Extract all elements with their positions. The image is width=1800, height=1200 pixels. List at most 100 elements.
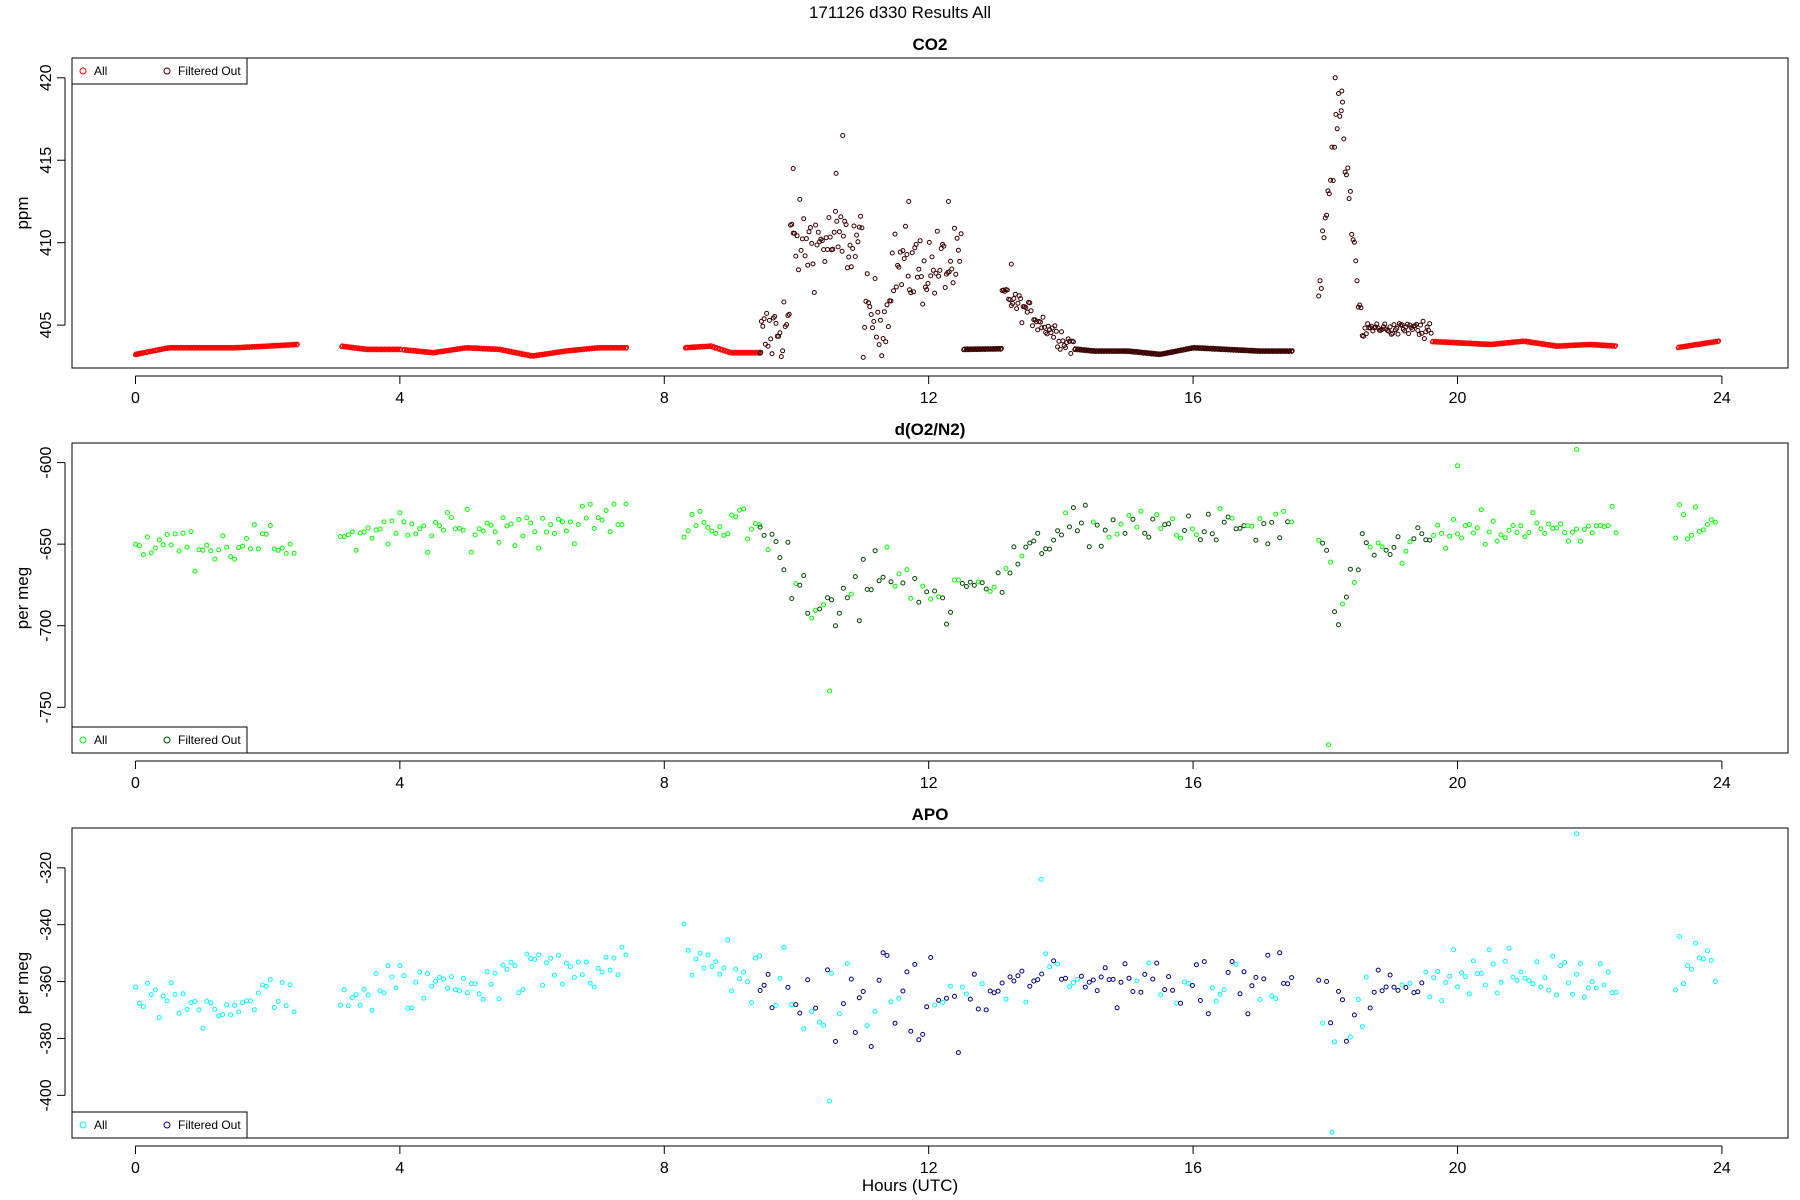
point-o2n2 [1673, 535, 1679, 541]
legend-box-apo [71, 1111, 248, 1139]
point-filtered-apo [765, 971, 771, 977]
point-apo [836, 1011, 842, 1017]
x-tick-label-apo: 16 [1184, 1160, 1202, 1177]
point-apo [496, 996, 502, 1002]
point-o2n2 [345, 532, 351, 538]
point-filtered-apo [1122, 961, 1128, 967]
point-apo [701, 965, 707, 971]
point-o2n2 [291, 550, 297, 556]
point-filtered-co2 [778, 354, 784, 360]
point-o2n2 [1597, 523, 1603, 528]
point-filtered-co2 [1339, 88, 1345, 94]
points-apo [133, 831, 1718, 1135]
point-o2n2 [595, 515, 601, 521]
point-o2n2 [472, 532, 478, 538]
point-co2 [723, 349, 729, 355]
point-filtered-apo [1387, 972, 1393, 978]
point-co2 [1456, 340, 1462, 346]
point-co2 [1702, 340, 1708, 346]
point-o2n2 [244, 536, 249, 541]
point-o2n2 [208, 548, 214, 554]
point-co2 [417, 349, 423, 355]
point-filtered-co2 [854, 232, 860, 238]
point-co2 [485, 346, 491, 352]
point-o2n2 [1003, 566, 1009, 571]
point-o2n2 [1522, 534, 1528, 540]
point-apo [1158, 992, 1164, 998]
point-apo [1613, 989, 1619, 995]
point-o2n2 [1589, 530, 1595, 536]
point-filtered-co2 [1416, 332, 1422, 337]
point-o2n2 [1063, 510, 1068, 516]
point-apo [381, 990, 387, 996]
point-filtered-apo [1324, 979, 1330, 984]
point-o2n2 [1367, 544, 1373, 550]
point-o2n2 [1554, 525, 1560, 531]
point-o2n2 [452, 526, 458, 532]
point-apo [1685, 963, 1690, 969]
point-filtered-apo [1419, 980, 1425, 986]
point-filtered-apo [1241, 969, 1247, 975]
point-apo [1474, 971, 1480, 977]
point-filtered-co2 [815, 229, 821, 235]
point-filtered-apo [1130, 989, 1136, 994]
point-filtered-co2 [998, 345, 1004, 351]
point-o2n2 [821, 602, 827, 608]
point-o2n2 [884, 544, 890, 550]
point-co2 [1432, 339, 1438, 345]
point-filtered-co2 [1056, 338, 1062, 344]
legend-marker-apo [79, 1121, 87, 1129]
point-apo [1597, 961, 1603, 967]
y-tick-label-co2: 410 [38, 229, 55, 256]
point-co2 [552, 349, 558, 355]
points-co2 [133, 75, 1722, 360]
point-co2 [1687, 342, 1692, 348]
point-o2n2 [1174, 532, 1180, 538]
point-filtered-co2 [1289, 348, 1295, 354]
point-filtered-co2 [843, 222, 849, 228]
point-o2n2 [1478, 507, 1484, 513]
point-o2n2 [1486, 529, 1492, 535]
legend-marker-apo [163, 1121, 171, 1129]
point-apo [741, 969, 747, 975]
point-apo [1269, 993, 1275, 999]
point-filtered-co2 [827, 234, 833, 240]
point-o2n2 [377, 526, 383, 532]
point-o2n2 [401, 519, 407, 525]
point-filtered-co2 [1135, 350, 1141, 356]
point-apo [829, 970, 834, 976]
point-filtered-co2 [773, 320, 779, 326]
point-filtered-co2 [797, 196, 803, 202]
point-co2 [446, 347, 452, 353]
point-filtered-co2 [1428, 330, 1434, 336]
point-filtered-apo [1027, 983, 1033, 989]
point-filtered-co2 [1350, 237, 1356, 243]
point-co2 [157, 346, 163, 352]
point-filtered-co2 [990, 346, 996, 352]
point-filtered-apo [1371, 989, 1377, 995]
point-filtered-co2 [883, 339, 889, 345]
point-apo [283, 1003, 289, 1009]
point-o2n2 [587, 501, 593, 507]
point-o2n2 [1693, 504, 1698, 510]
point-apo [357, 1002, 363, 1008]
legend-entry-co2: All [94, 64, 107, 78]
point-filtered-co2 [930, 267, 936, 273]
point-filtered-o2n2 [1130, 516, 1136, 522]
point-o2n2 [1257, 516, 1263, 522]
point-o2n2 [725, 531, 731, 537]
point-filtered-o2n2 [1031, 538, 1037, 544]
point-filtered-o2n2 [1070, 505, 1076, 511]
x-tick-label-apo: 20 [1449, 1160, 1467, 1177]
point-o2n2 [793, 581, 799, 587]
point-apo [1486, 947, 1492, 953]
x-tick-label-co2: 0 [131, 390, 140, 407]
point-o2n2 [275, 547, 281, 553]
point-apo [599, 969, 605, 975]
point-o2n2 [1351, 580, 1357, 585]
point-co2 [419, 349, 425, 355]
point-apo [1708, 958, 1714, 963]
point-o2n2 [156, 537, 162, 543]
point-filtered-apo [1114, 1005, 1120, 1011]
point-o2n2 [987, 588, 993, 594]
